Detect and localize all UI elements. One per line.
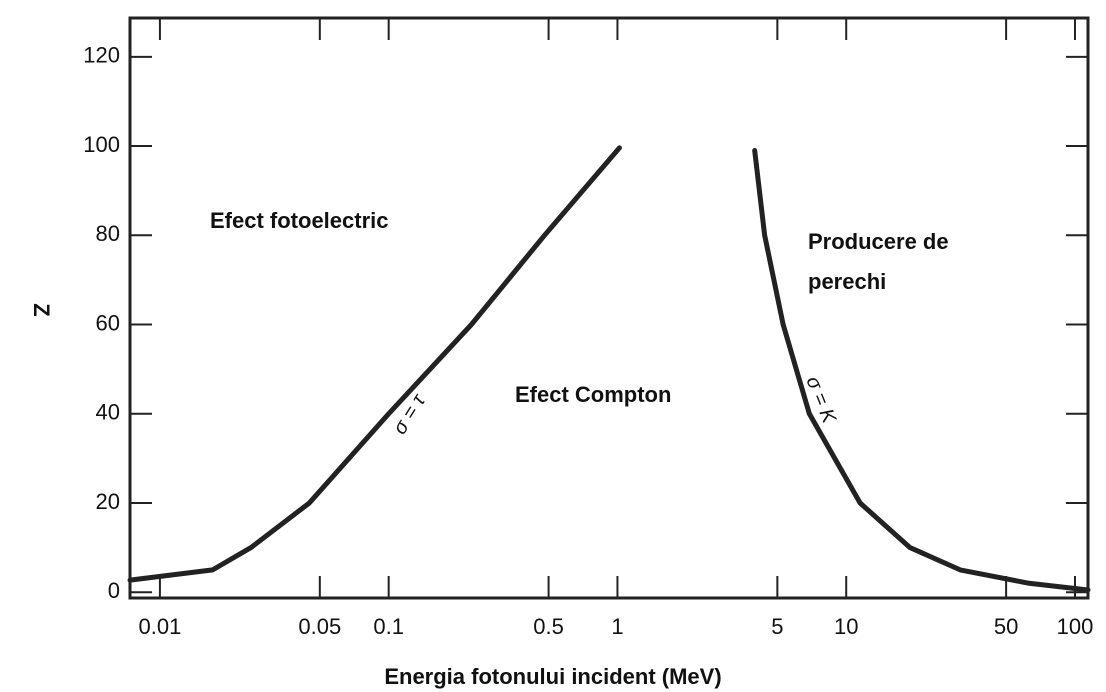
x-axis-label: Energia fotonului incident (MeV) (384, 664, 721, 689)
x-tick-label: 1 (611, 614, 623, 639)
y-tick-label: 100 (83, 132, 120, 157)
x-tick-label: 0.05 (298, 614, 341, 639)
x-tick-label: 5 (771, 614, 783, 639)
x-tick-label: 0.5 (533, 614, 564, 639)
y-tick-label: 20 (96, 489, 120, 514)
y-tick-label: 60 (96, 310, 120, 335)
plot-frame (128, 16, 1090, 600)
x-tick-label: 0.01 (139, 614, 182, 639)
y-tick-label: 120 (83, 43, 120, 68)
x-tick-label: 0.1 (373, 614, 404, 639)
curve-label: σ = τ (389, 390, 431, 439)
y-axis-label: Z (29, 303, 54, 316)
annotation: Efect fotoelectric (210, 208, 389, 233)
x-tick-label: 10 (834, 614, 858, 639)
curve (127, 145, 622, 583)
annotation: Efect Compton (515, 382, 671, 407)
x-tick-label: 100 (1057, 614, 1094, 639)
y-tick-label: 80 (96, 221, 120, 246)
y-tick-label: 40 (96, 400, 120, 425)
curve (752, 148, 1091, 593)
x-tick-label: 50 (994, 614, 1018, 639)
annotation: Producere de (808, 229, 949, 254)
y-tick-label: 0 (108, 578, 120, 603)
annotation: perechi (808, 269, 886, 294)
